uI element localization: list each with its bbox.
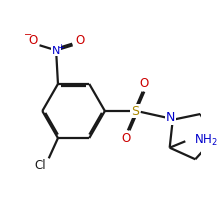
Text: O: O xyxy=(121,132,131,145)
Text: NH$_2$: NH$_2$ xyxy=(194,133,217,148)
Text: O: O xyxy=(140,77,149,90)
Text: N: N xyxy=(165,111,175,124)
Text: N: N xyxy=(52,46,60,56)
Text: Cl: Cl xyxy=(35,159,46,172)
Text: O: O xyxy=(29,34,38,47)
Text: S: S xyxy=(131,105,139,117)
Text: −: − xyxy=(24,30,32,40)
Text: O: O xyxy=(75,34,85,47)
Text: +: + xyxy=(57,43,64,52)
